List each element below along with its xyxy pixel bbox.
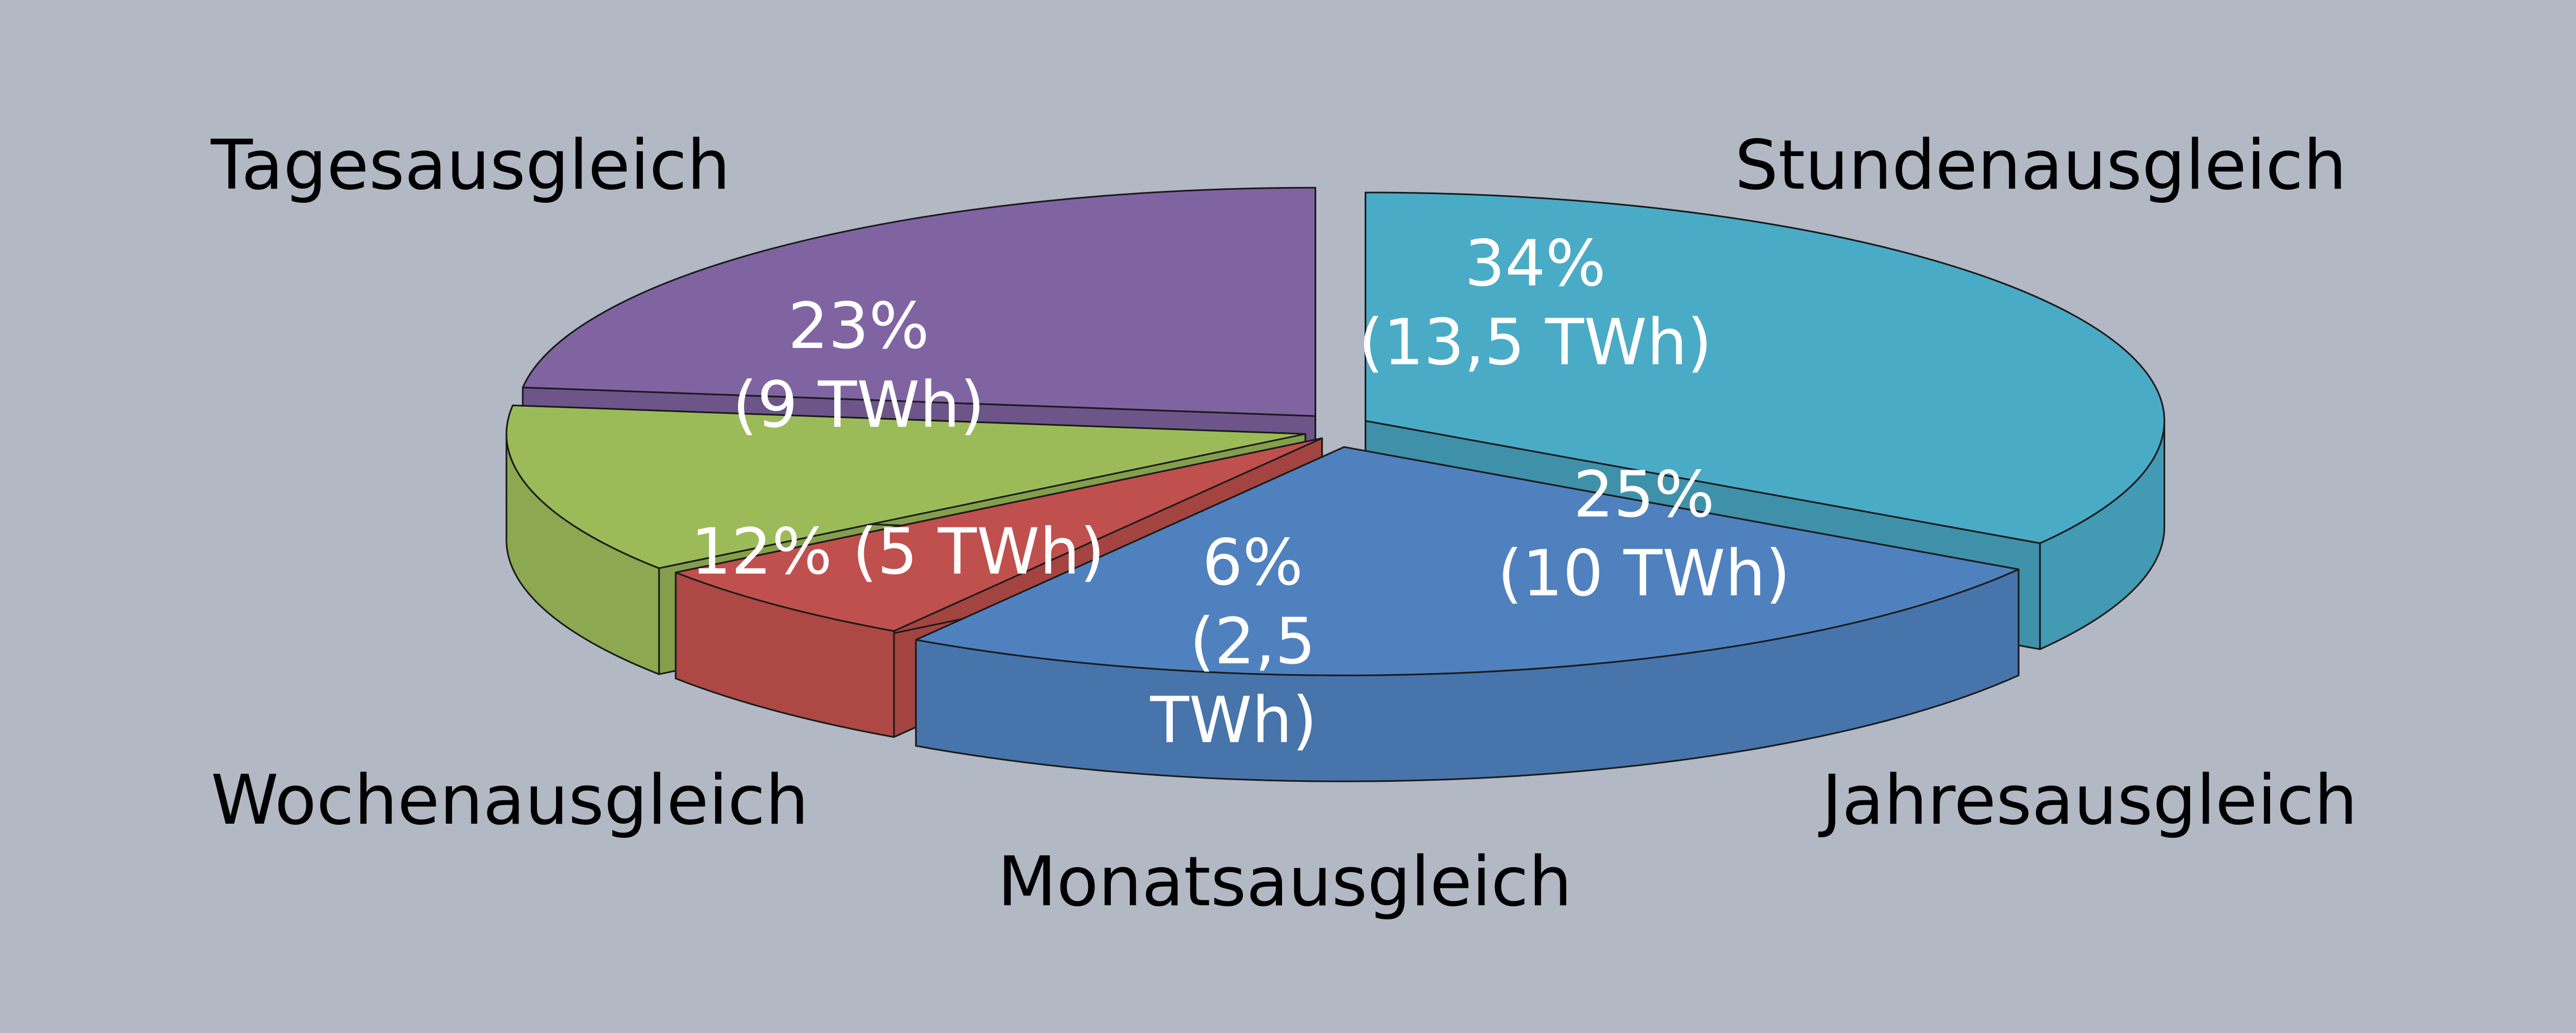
category-label-jahresausgleich: Jahresausgleich bbox=[1818, 760, 2358, 840]
value-label-tagesausgleich-percent: 23% bbox=[788, 289, 929, 363]
category-label-monatsausgleich: Monatsausgleich bbox=[997, 842, 1572, 922]
slice-top-face bbox=[674, 437, 1323, 632]
value-label-tagesausgleich-twh: (9 TWh) bbox=[733, 368, 985, 442]
category-label-stundenausgleich: Stundenausgleich bbox=[1735, 125, 2347, 205]
slice-top-face bbox=[505, 405, 1306, 569]
slice-top-face bbox=[915, 446, 2019, 676]
value-label-stundenausgleich-percent: 34% bbox=[1465, 226, 1606, 301]
value-label-jahresausgleich-twh: (10 TWh) bbox=[1498, 536, 1791, 611]
value-label-monatsausgleich-twh-line1: (2,5 bbox=[1190, 604, 1316, 679]
category-label-tagesausgleich: Tagesausgleich bbox=[210, 125, 730, 205]
pie-slice-jahresausgleich bbox=[915, 446, 2019, 782]
value-label-jahresausgleich-percent: 25% bbox=[1573, 457, 1715, 532]
slice-top-face bbox=[522, 186, 1316, 417]
slice-top-face bbox=[1365, 191, 2166, 544]
value-label-monatsausgleich-twh-line2: TWh) bbox=[1150, 683, 1317, 757]
pie-slices bbox=[505, 186, 2166, 782]
value-label-wochenausgleich: 12% (5 TWh) bbox=[691, 514, 1104, 589]
value-label-stundenausgleich-twh: (13,5 TWh) bbox=[1359, 305, 1712, 379]
value-label-monatsausgleich-percent: 6% bbox=[1202, 525, 1303, 600]
category-label-wochenausgleich: Wochenausgleich bbox=[211, 760, 809, 840]
